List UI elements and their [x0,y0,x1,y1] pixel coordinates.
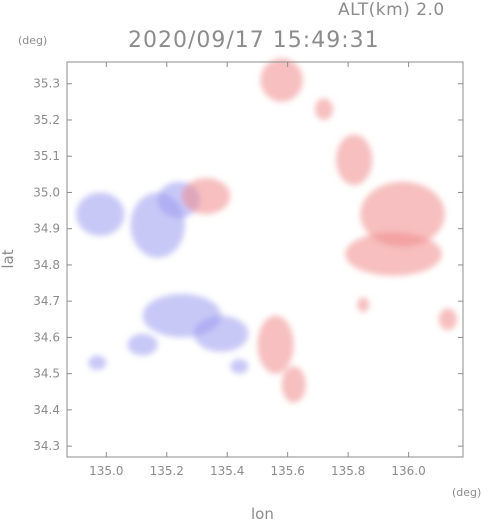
y-tick-label: 34.9 [33,222,60,236]
x-axis: 135.0 135.2 135.4 135.6 135.8 136.0 [89,62,426,478]
echo-region-negative [76,192,125,236]
x-axis-unit: (deg) [452,486,482,499]
y-tick-label: 35.1 [33,149,60,163]
plot-frame [66,61,464,458]
y-axis-unit: (deg) [18,34,48,47]
echo-region-positive [260,58,303,102]
echo-regions [76,58,457,403]
y-tick-label: 34.4 [33,403,60,417]
y-tick-label: 34.7 [33,294,60,308]
echo-region-negative [88,355,107,371]
y-tick-label: 35.3 [33,77,60,91]
x-tick-label: 135.4 [210,464,244,478]
echo-region-positive [345,232,442,276]
y-axis: 34.3 34.4 34.5 34.6 34.7 34.8 34.9 35.0 35.1 35.2… [33,77,463,453]
echo-region-positive [181,177,231,215]
y-tick-label: 34.5 [33,367,60,381]
echo-region-positive [360,181,445,247]
echo-region-positive [314,98,334,120]
x-tick-label: 135.8 [331,464,365,478]
altitude-label: ALT(km) 2.0 [338,0,445,20]
echo-region-negative [127,333,158,356]
x-tick-label: 135.2 [150,464,184,478]
echo-region-negative [193,315,249,352]
y-tick-label: 34.8 [33,258,60,272]
y-tick-label: 35.2 [33,113,60,127]
y-tick-label: 34.6 [33,330,60,344]
x-tick-label: 135.6 [270,464,304,478]
echo-region-positive [257,315,294,374]
y-tick-label: 35.0 [33,185,60,199]
timestamp-title: 2020/09/17 15:49:31 [128,28,380,53]
echo-region-negative [230,359,249,374]
x-tick-label: 135.0 [89,464,123,478]
x-axis-title: lon [251,505,274,523]
echo-region-positive [336,134,373,186]
echo-region-positive [357,297,370,313]
x-tick-label: 136.0 [391,464,425,478]
echo-region-positive [438,308,457,331]
echo-region-positive [281,366,306,403]
y-tick-label: 34.3 [33,439,60,453]
